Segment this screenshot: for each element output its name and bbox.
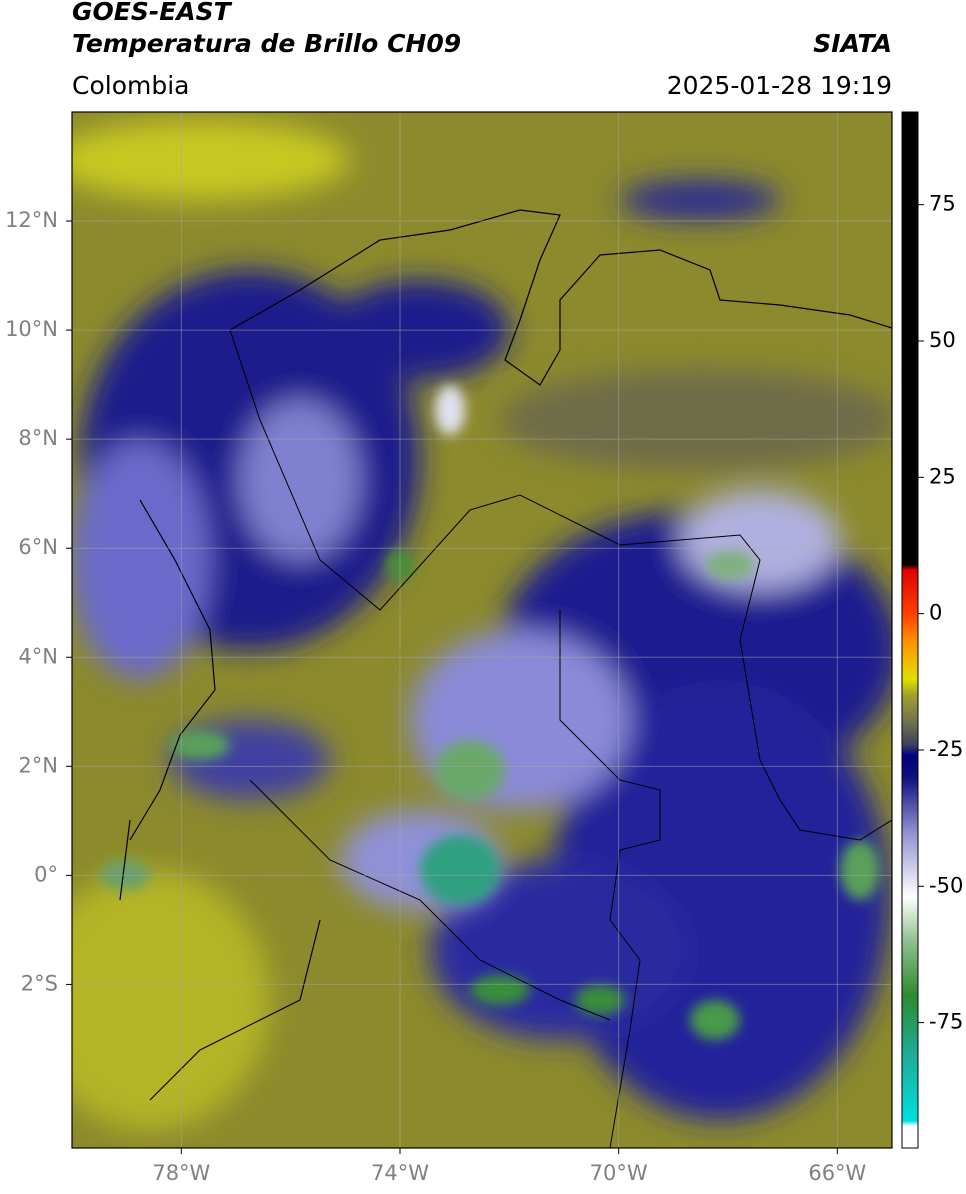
lat-tick-label: 10°N bbox=[5, 317, 58, 341]
source: SIATA bbox=[813, 29, 892, 58]
lat-tick-label: 4°N bbox=[18, 644, 58, 668]
lat-tick-label: 2°N bbox=[18, 753, 58, 777]
colorbar-tick-label: -50 bbox=[929, 873, 963, 897]
lat-tick-label: 12°N bbox=[5, 208, 58, 232]
lon-tick-label: 70°W bbox=[590, 1161, 648, 1185]
lon-tick-label: 74°W bbox=[371, 1161, 429, 1185]
colorbar-tick-label: -25 bbox=[929, 737, 963, 761]
colorbar-tick-label: 0 bbox=[929, 601, 942, 625]
colorbar: 75 50 25 0 -25 -50 -75 bbox=[901, 111, 963, 1149]
colorbar-tick-label: -75 bbox=[929, 1010, 963, 1034]
subtitle: Temperatura de Brillo CH09 bbox=[72, 29, 461, 58]
region: Colombia bbox=[72, 71, 189, 100]
lat-tick-label: 2°S bbox=[21, 971, 58, 995]
lon-tick-label: 66°W bbox=[808, 1161, 866, 1185]
lat-tick-label: 0° bbox=[34, 862, 58, 886]
timestamp: 2025-01-28 19:19 bbox=[667, 71, 892, 100]
colorbar-fill bbox=[901, 111, 919, 1149]
colorbar-tick-label: 50 bbox=[929, 328, 956, 352]
title: GOES-EAST bbox=[72, 0, 233, 26]
lon-tick-label: 78°W bbox=[152, 1161, 210, 1185]
satellite-image bbox=[72, 112, 892, 1148]
colorbar-tick-label: 75 bbox=[929, 192, 956, 216]
lat-tick-label: 8°N bbox=[18, 426, 58, 450]
lat-tick-label: 6°N bbox=[18, 535, 58, 559]
map-frame bbox=[71, 111, 893, 1149]
graticule bbox=[66, 112, 892, 1154]
colorbar-tick-label: 25 bbox=[929, 464, 956, 488]
